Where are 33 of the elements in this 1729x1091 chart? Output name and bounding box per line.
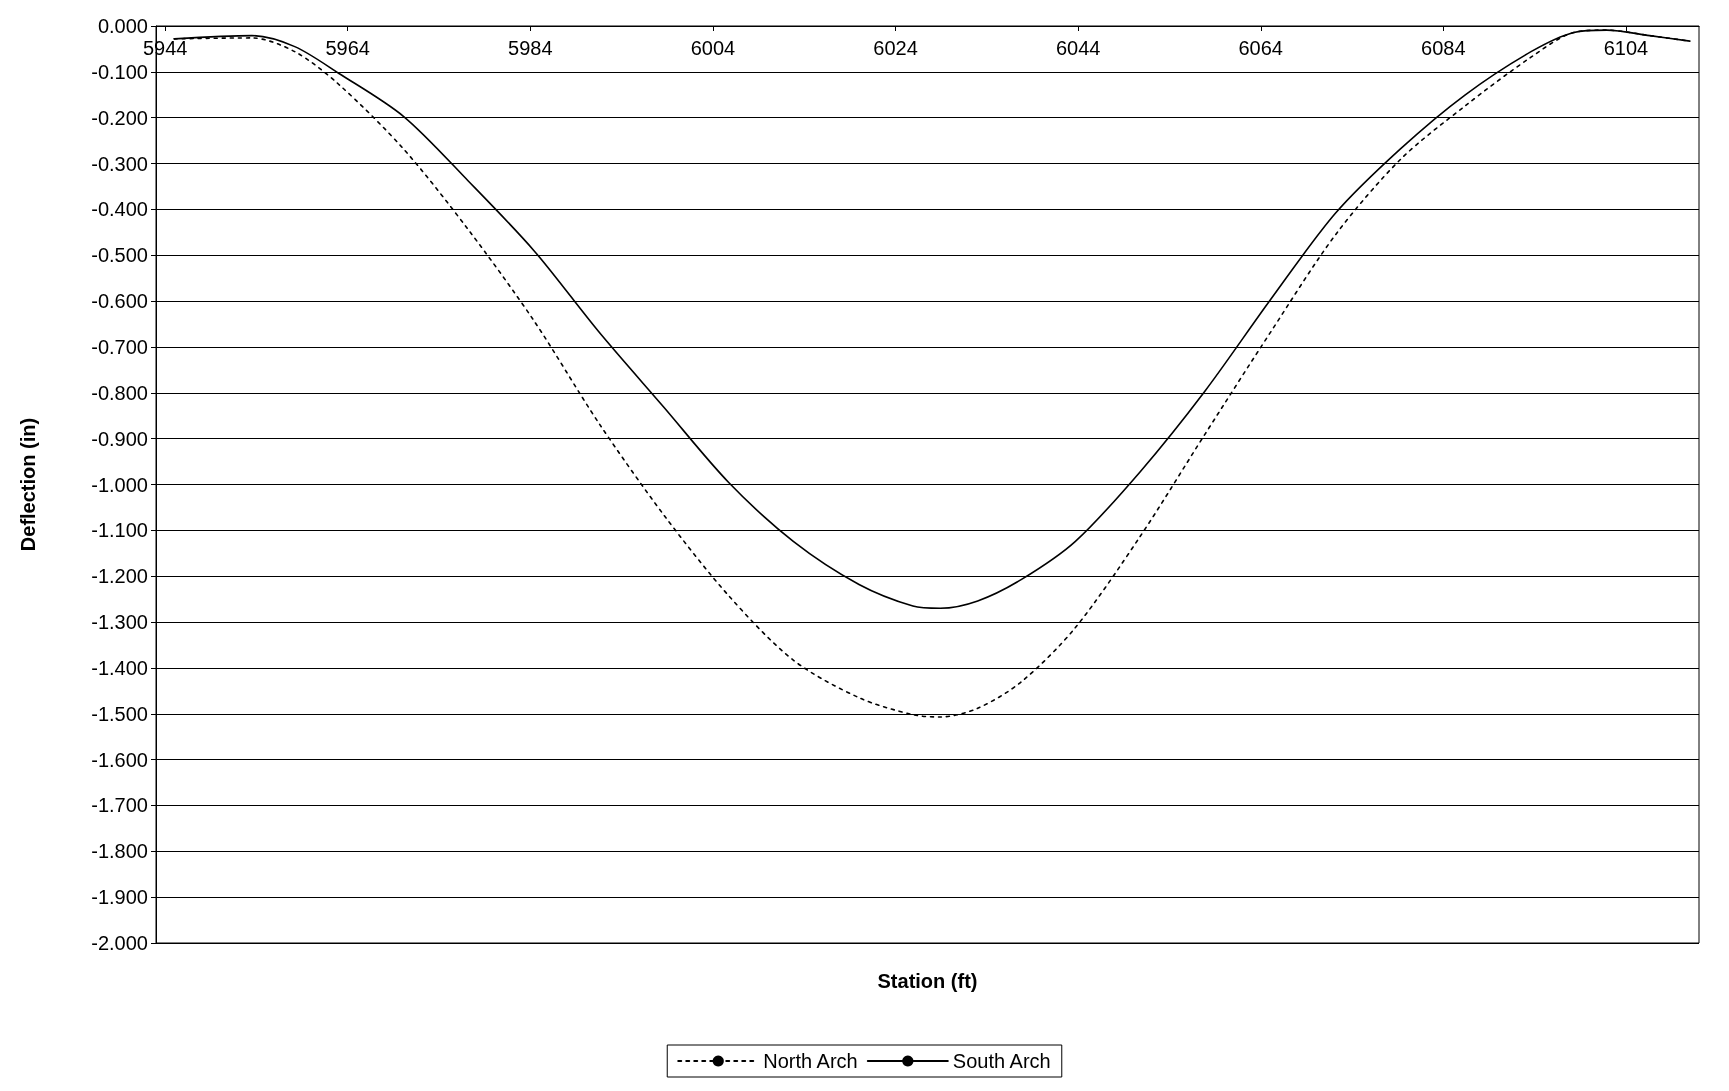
y-tick-label: -2.000 [91, 932, 148, 954]
x-tick-label: 5984 [508, 37, 553, 59]
x-tick-label: 6104 [1603, 37, 1649, 59]
x-tick-label: 6064 [1238, 37, 1283, 59]
y-tick-label: -0.100 [91, 60, 148, 83]
y-tick-label: -0.400 [91, 198, 148, 221]
y-tick-label: -1.600 [91, 748, 148, 771]
y-tick-label: -0.700 [91, 335, 148, 358]
x-tick-label: 5964 [325, 37, 370, 59]
y-tick-label: -1.700 [91, 794, 148, 817]
y-tick-label: -1.500 [91, 702, 148, 725]
y-tick-label: -0.600 [91, 290, 148, 313]
x-tick-label: 6024 [873, 37, 918, 59]
y-tick-label: -0.800 [91, 381, 148, 404]
y-tick-label: -1.800 [91, 840, 148, 863]
y-axis-title: Deflection (in) [17, 417, 39, 552]
y-tick-label: -1.000 [91, 473, 148, 496]
y-tick-label: -0.900 [91, 427, 148, 450]
y-tick-label: -0.500 [91, 244, 148, 267]
x-tick-label: 6004 [690, 37, 736, 59]
x-tick-label: 6084 [1421, 37, 1466, 59]
x-tick-label: 6044 [1055, 37, 1101, 59]
y-tick-label: -1.400 [91, 656, 148, 679]
y-tick-label: -1.300 [91, 611, 148, 634]
x-axis-title: Station (ft) [877, 970, 978, 992]
y-tick-label: -1.200 [91, 565, 148, 588]
y-tick-label: -0.200 [91, 106, 148, 129]
legend-label: South Arch [952, 1050, 1051, 1072]
y-tick-label: -1.100 [91, 519, 148, 542]
y-tick-label: 0.000 [97, 15, 148, 37]
y-tick-label: -1.900 [91, 886, 148, 909]
y-tick-label: -0.300 [91, 152, 148, 175]
legend-label: North Arch [763, 1050, 858, 1072]
